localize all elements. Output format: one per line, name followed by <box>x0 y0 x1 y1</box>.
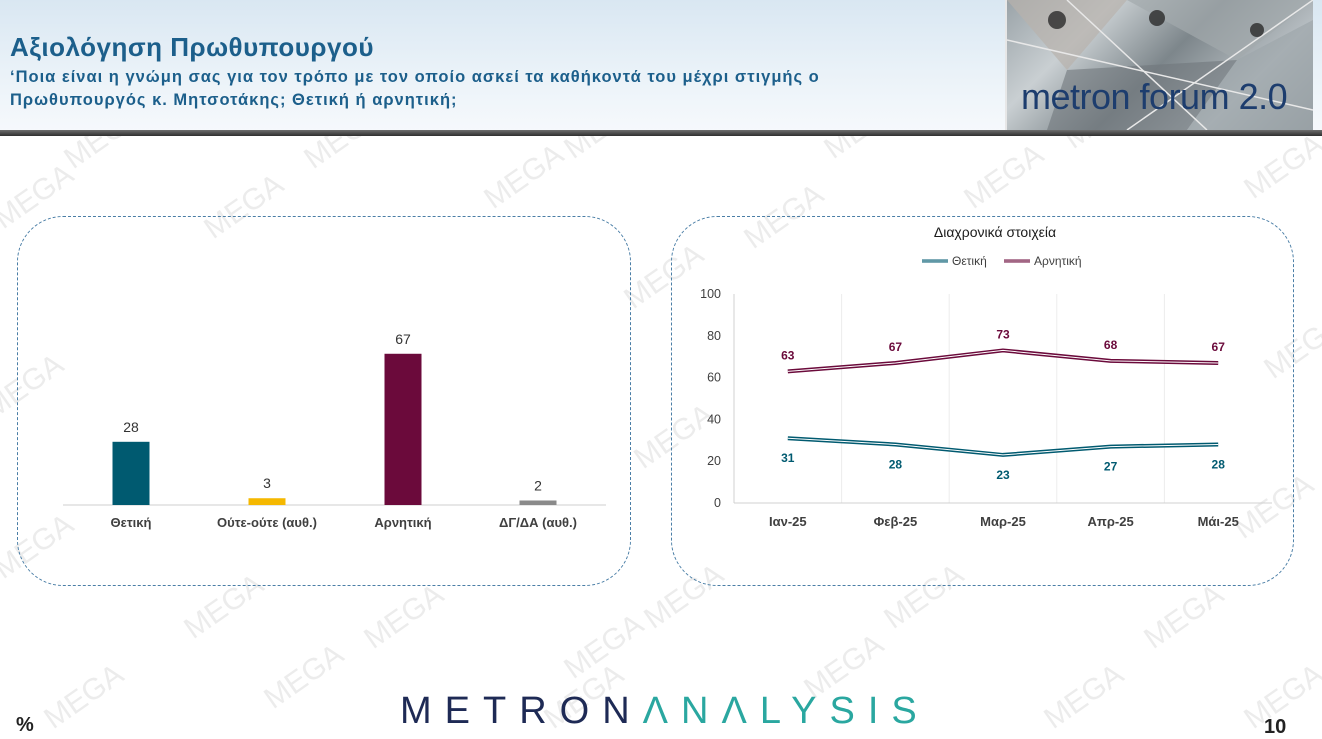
bar-1 <box>112 441 150 505</box>
bar-category-label: Θετική <box>111 515 152 530</box>
y-tick-label: 100 <box>700 287 721 301</box>
data-label: 63 <box>781 348 795 362</box>
watermark-text: MEGA <box>258 637 350 716</box>
watermark-text: MEGA <box>1138 577 1230 656</box>
x-tick-label: Απρ-25 <box>1088 514 1134 529</box>
series-line-highlight <box>787 437 1219 456</box>
watermark-text: MEGA <box>958 137 1050 216</box>
y-tick-label: 0 <box>714 496 721 510</box>
data-label: 67 <box>1212 340 1226 354</box>
watermark-text: MEGA <box>478 137 570 216</box>
line-chart: Διαχρονικά στοιχεία Θετική Αρνητική 0 20 40 60… <box>700 224 1272 529</box>
y-tick-label: 20 <box>707 454 721 468</box>
bar-2 <box>248 498 286 505</box>
data-label: 28 <box>889 457 903 471</box>
data-label: 73 <box>996 327 1010 341</box>
percent-sign: % <box>16 714 34 736</box>
data-label: 28 <box>1212 457 1226 471</box>
data-label: 27 <box>1104 460 1118 474</box>
bar-value-label: 2 <box>534 477 542 493</box>
bar-value-label: 28 <box>123 419 139 435</box>
legend-label: Θετική <box>952 254 987 268</box>
logo-background-icon <box>1007 0 1313 130</box>
watermark-text: MEGA <box>38 657 130 736</box>
logo-text: metron forum 2.0 <box>1021 76 1288 117</box>
bar-category-label: Αρνητική <box>374 515 431 530</box>
data-label: 23 <box>996 468 1010 482</box>
y-tick-label: 60 <box>707 371 721 385</box>
series-line <box>787 348 1219 374</box>
metron-analysis-logo: METRONΛNΛLYSIS <box>400 690 930 733</box>
x-tick-label: Ιαν-25 <box>769 514 807 529</box>
bar-4 <box>519 500 557 505</box>
bar-chart: 28 Θετική 3 Ούτε-ούτε (αυθ.) 67 Αρνητική 2 ΔΓ/Δ… <box>63 331 606 530</box>
watermark-text: MEGA <box>558 607 650 686</box>
bar-category-label: Ούτε-ούτε (αυθ.) <box>217 515 317 530</box>
watermark-text: MEGA <box>358 577 450 656</box>
y-tick-label: 40 <box>707 412 721 426</box>
data-label: 31 <box>781 451 795 465</box>
line-chart-title: Διαχρονικά στοιχεία <box>934 224 1056 240</box>
header-divider <box>0 130 1322 136</box>
legend-label: Αρνητική <box>1034 254 1082 268</box>
x-tick-label: Φεβ-25 <box>874 514 918 529</box>
page-number: 10 <box>1264 716 1287 738</box>
brand-part-2: ΛNΛLYSIS <box>642 690 930 732</box>
watermark-text: MEGA <box>1038 657 1130 736</box>
series-line-highlight <box>787 349 1219 372</box>
line-chart-panel: Διαχρονικά στοιχεία Θετική Αρνητική 0 20 40 60… <box>671 216 1294 586</box>
series-line <box>787 436 1219 457</box>
data-label: 68 <box>1104 338 1118 352</box>
metron-forum-logo: metron forum 2.0 <box>1005 0 1313 130</box>
data-label: 67 <box>889 340 903 354</box>
bar-value-label: 67 <box>395 331 411 347</box>
brand-part-1: METRON <box>400 690 643 732</box>
watermark-text: MEGA <box>1238 127 1322 206</box>
y-tick-label: 80 <box>707 329 721 343</box>
bar-chart-panel: 28 Θετική 3 Ούτε-ούτε (αυθ.) 67 Αρνητική 2 ΔΓ/Δ… <box>17 216 631 586</box>
x-tick-label: Μαρ-25 <box>980 514 1026 529</box>
x-tick-label: Μάι-25 <box>1198 514 1239 529</box>
bar-value-label: 3 <box>263 475 271 491</box>
page-title: Αξιολόγηση Πρωθυπουργού <box>10 32 374 62</box>
bar-3 <box>384 353 422 505</box>
bar-category-label: ΔΓ/ΔΑ (αυθ.) <box>499 515 577 530</box>
survey-question: ‘Ποια είναι η γνώμη σας για τον τρόπο με… <box>10 68 820 109</box>
